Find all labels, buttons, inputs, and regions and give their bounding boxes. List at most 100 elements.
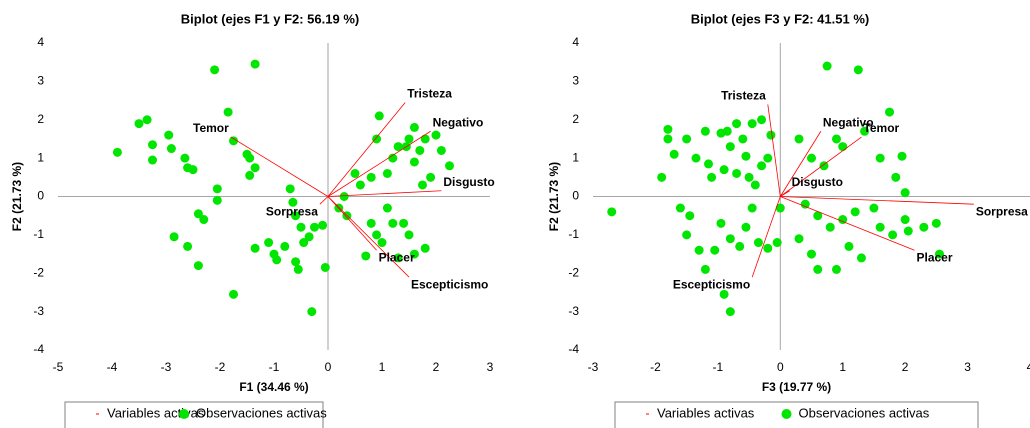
variable-label: Temor	[193, 121, 229, 135]
observation-point	[725, 142, 735, 152]
observation-point	[164, 130, 174, 140]
legend-label: Observaciones activas	[196, 405, 327, 420]
observation-point	[716, 218, 726, 228]
observation-point	[409, 249, 419, 259]
observation-point	[891, 172, 901, 182]
observation-point	[707, 172, 717, 182]
variable-vector	[780, 190, 790, 197]
variable-vector	[767, 104, 781, 197]
observation-point	[700, 126, 710, 136]
variable-label: Temor	[863, 121, 899, 135]
observation-point	[763, 153, 773, 163]
observation-point	[903, 226, 913, 236]
observation-point	[388, 218, 398, 228]
observation-point	[291, 211, 301, 221]
observation-point	[747, 119, 757, 129]
y-tick-label: -3	[568, 304, 579, 318]
observation-point	[318, 220, 328, 230]
observation-point	[250, 163, 260, 173]
observation-point	[169, 232, 179, 242]
legend-box	[64, 401, 324, 428]
x-tick-label: -2	[215, 360, 226, 374]
variable-label: Disgusto	[443, 175, 494, 189]
variable-vector	[780, 196, 974, 205]
x-tick-label: 1	[839, 360, 846, 374]
variable-vector	[327, 102, 406, 197]
observation-point	[393, 253, 403, 263]
x-tick-label: 0	[325, 360, 332, 374]
x-tick-label: 2	[433, 360, 440, 374]
observation-point	[404, 230, 414, 240]
legend-label: Variables activas	[657, 405, 755, 420]
observation-point	[719, 165, 729, 175]
observation-point	[657, 172, 667, 182]
legend-marker	[179, 409, 189, 419]
variable-vector	[230, 136, 329, 197]
observation-point	[426, 172, 436, 182]
observation-point	[675, 203, 685, 213]
observation-point	[738, 134, 748, 144]
observation-point	[293, 264, 303, 274]
y-tick-label: -1	[33, 227, 44, 241]
observation-point	[420, 243, 430, 253]
observation-point	[304, 232, 314, 242]
variable-label: Tristeza	[407, 87, 452, 101]
observation-point	[142, 115, 152, 125]
x-tick-label: 3	[487, 360, 494, 374]
observation-point	[934, 249, 944, 259]
observation-point	[710, 245, 720, 255]
observation-point	[766, 130, 776, 140]
observation-point	[377, 238, 387, 248]
legend-label: Observaciones activas	[799, 405, 930, 420]
observation-point	[366, 172, 376, 182]
y-tick-label: -4	[33, 342, 44, 356]
y-tick-label: 3	[37, 74, 44, 88]
variable-label: Placer	[379, 250, 415, 264]
observation-point	[897, 151, 907, 161]
observation-point	[663, 134, 673, 144]
observation-point	[374, 111, 384, 121]
observation-point	[272, 255, 282, 265]
observation-point	[212, 195, 222, 205]
observation-point	[725, 234, 735, 244]
observation-point	[399, 218, 409, 228]
observation-point	[280, 241, 290, 251]
y-tick-label: 2	[572, 112, 579, 126]
observation-point	[772, 238, 782, 248]
observation-point	[431, 130, 441, 140]
y-tick-label: -2	[568, 265, 579, 279]
observation-point	[366, 218, 376, 228]
y-axis-title: F2 (21.73 %)	[547, 162, 561, 231]
observation-point	[860, 126, 870, 136]
legend-label: Variables activas	[107, 405, 205, 420]
y-tick-label: 2	[37, 112, 44, 126]
observation-point	[250, 243, 260, 253]
variable-vector	[780, 196, 915, 251]
observation-point	[682, 230, 692, 240]
observation-point	[212, 184, 222, 194]
observation-point	[885, 107, 895, 117]
y-axis-title: F2 (21.73 %)	[10, 162, 24, 231]
observation-point	[869, 203, 879, 213]
observation-point	[900, 188, 910, 198]
observation-point	[757, 115, 767, 125]
x-tick-label: -3	[588, 360, 599, 374]
observation-point	[753, 238, 763, 248]
observation-point	[112, 147, 122, 157]
variable-label: Disgusto	[792, 175, 843, 189]
y-tick-label: -1	[568, 227, 579, 241]
observation-point	[350, 168, 360, 178]
observation-point	[264, 238, 274, 248]
observation-point	[307, 307, 317, 317]
observation-point	[875, 153, 885, 163]
observation-point	[900, 215, 910, 225]
variable-vector	[751, 196, 781, 278]
chart-title: Biplot (ejes F3 y F2: 41.51 %)	[691, 11, 869, 26]
observation-point	[838, 215, 848, 225]
observation-point	[807, 153, 816, 163]
observation-point	[299, 238, 309, 248]
x-tick-label: 4	[1027, 360, 1030, 374]
variable-vector	[327, 196, 410, 278]
observation-point	[775, 203, 785, 213]
observation-point	[418, 180, 427, 190]
